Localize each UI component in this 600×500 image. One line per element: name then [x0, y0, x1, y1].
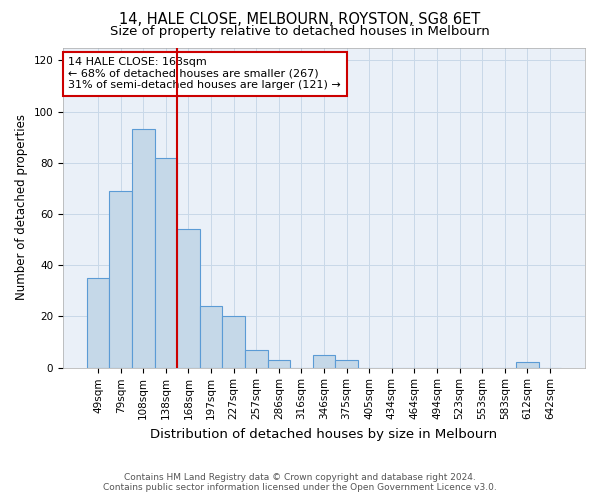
- Bar: [223, 316, 245, 368]
- Text: 14, HALE CLOSE, MELBOURN, ROYSTON, SG8 6ET: 14, HALE CLOSE, MELBOURN, ROYSTON, SG8 6…: [119, 12, 481, 28]
- Y-axis label: Number of detached properties: Number of detached properties: [15, 114, 28, 300]
- Bar: [268, 360, 290, 368]
- Bar: [313, 354, 335, 368]
- Bar: [132, 130, 155, 368]
- Bar: [155, 158, 177, 368]
- Bar: [335, 360, 358, 368]
- Bar: [245, 350, 268, 368]
- Text: Size of property relative to detached houses in Melbourn: Size of property relative to detached ho…: [110, 25, 490, 38]
- Text: Contains HM Land Registry data © Crown copyright and database right 2024.
Contai: Contains HM Land Registry data © Crown c…: [103, 473, 497, 492]
- Bar: [87, 278, 109, 368]
- Bar: [109, 191, 132, 368]
- Bar: [516, 362, 539, 368]
- Bar: [200, 306, 223, 368]
- Text: 14 HALE CLOSE: 163sqm
← 68% of detached houses are smaller (267)
31% of semi-det: 14 HALE CLOSE: 163sqm ← 68% of detached …: [68, 57, 341, 90]
- X-axis label: Distribution of detached houses by size in Melbourn: Distribution of detached houses by size …: [151, 428, 497, 440]
- Bar: [177, 230, 200, 368]
